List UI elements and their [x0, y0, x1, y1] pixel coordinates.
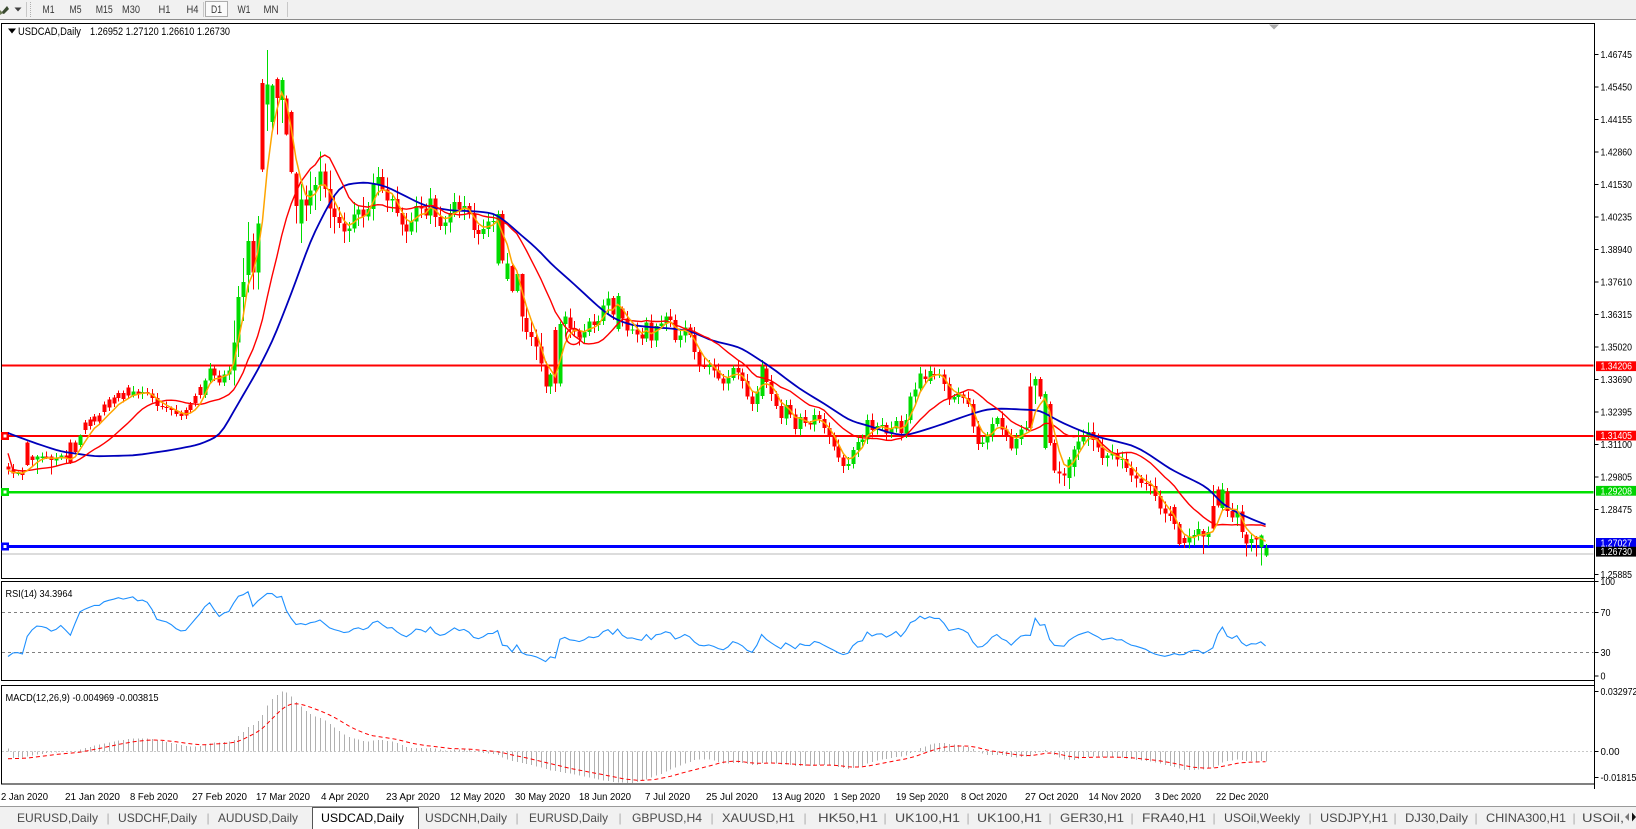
- svg-text:1.32395: 1.32395: [1601, 407, 1633, 418]
- svg-text:RSI(14) 34.3964: RSI(14) 34.3964: [6, 588, 73, 600]
- svg-text:1.26730: 1.26730: [1601, 547, 1633, 558]
- svg-text:1.44155: 1.44155: [1601, 115, 1633, 126]
- svg-text:MACD(12,26,9) -0.004969 -0.003: MACD(12,26,9) -0.004969 -0.003815: [6, 692, 159, 704]
- svg-text:25 Jul 2020: 25 Jul 2020: [706, 791, 758, 803]
- svg-text:M30: M30: [122, 4, 140, 16]
- svg-text:UK100,H1: UK100,H1: [895, 811, 960, 825]
- svg-text:EURUSD,Daily: EURUSD,Daily: [529, 811, 608, 825]
- svg-text:1.34206: 1.34206: [1601, 362, 1633, 373]
- svg-text:AUDUSD,Daily: AUDUSD,Daily: [218, 811, 298, 825]
- svg-text:21 Jan 2020: 21 Jan 2020: [65, 791, 120, 803]
- svg-text:USDCHF,Daily: USDCHF,Daily: [118, 811, 197, 825]
- svg-text:|: |: [1130, 811, 1133, 825]
- svg-text:30: 30: [1601, 648, 1611, 659]
- svg-text:DJ30,Daily: DJ30,Daily: [1405, 811, 1468, 825]
- svg-text:1.29805: 1.29805: [1601, 472, 1633, 483]
- svg-text:|: |: [966, 811, 969, 825]
- svg-text:|: |: [206, 811, 209, 825]
- svg-text:|: |: [106, 811, 109, 825]
- svg-text:|: |: [1572, 811, 1575, 825]
- svg-text:27 Feb 2020: 27 Feb 2020: [192, 791, 247, 803]
- svg-text:12 May 2020: 12 May 2020: [450, 791, 505, 803]
- svg-text:8 Oct 2020: 8 Oct 2020: [961, 791, 1007, 803]
- svg-text:H1: H1: [159, 4, 171, 16]
- svg-text:17 Mar 2020: 17 Mar 2020: [256, 791, 310, 803]
- svg-text:1.33690: 1.33690: [1601, 375, 1633, 386]
- svg-text:3 Dec 2020: 3 Dec 2020: [1155, 791, 1201, 803]
- svg-text:USOil,Weekly: USOil,Weekly: [1224, 811, 1300, 825]
- svg-text:GBPUSD,H4: GBPUSD,H4: [632, 811, 702, 825]
- svg-text:|: |: [618, 811, 621, 825]
- svg-text:USDCAD,Daily: USDCAD,Daily: [321, 811, 404, 825]
- svg-text:|: |: [1308, 811, 1311, 825]
- svg-text:|: |: [883, 811, 886, 825]
- svg-text:H4: H4: [187, 4, 199, 16]
- svg-text:1.25885: 1.25885: [1601, 570, 1633, 581]
- svg-text:1.28475: 1.28475: [1601, 505, 1633, 516]
- svg-text:13 Aug 2020: 13 Aug 2020: [772, 791, 825, 803]
- svg-text:100: 100: [1601, 577, 1616, 588]
- svg-text:70: 70: [1601, 608, 1611, 619]
- svg-text:M5: M5: [70, 4, 82, 16]
- svg-text:USDCAD,Daily: USDCAD,Daily: [18, 26, 81, 38]
- svg-text:UK100,H1: UK100,H1: [977, 811, 1042, 825]
- svg-text:7 Jul 2020: 7 Jul 2020: [645, 791, 690, 803]
- svg-text:FRA40,H1: FRA40,H1: [1142, 811, 1206, 825]
- svg-text:14 Nov 2020: 14 Nov 2020: [1089, 791, 1142, 803]
- svg-text:4 Apr 2020: 4 Apr 2020: [321, 791, 369, 803]
- svg-text:CHINA300,H1: CHINA300,H1: [1486, 811, 1566, 825]
- svg-text:1.37610: 1.37610: [1601, 277, 1633, 288]
- svg-text:1.36315: 1.36315: [1601, 310, 1633, 321]
- svg-text:W1: W1: [238, 4, 251, 16]
- svg-text:XAUUSD,H1: XAUUSD,H1: [722, 811, 795, 825]
- svg-text:M15: M15: [96, 4, 113, 16]
- svg-text:18 Jun 2020: 18 Jun 2020: [579, 791, 631, 803]
- svg-text:1.40235: 1.40235: [1601, 212, 1633, 223]
- svg-text:EURUSD,Daily: EURUSD,Daily: [17, 811, 98, 825]
- svg-text:30 May 2020: 30 May 2020: [515, 791, 570, 803]
- svg-text:1 Sep 2020: 1 Sep 2020: [834, 791, 881, 803]
- svg-text:|: |: [515, 811, 518, 825]
- svg-text:HK50,H1: HK50,H1: [818, 811, 878, 825]
- svg-text:USDJPY,H1: USDJPY,H1: [1320, 811, 1388, 825]
- svg-text:1.29208: 1.29208: [1601, 486, 1633, 497]
- svg-text:2 Jan 2020: 2 Jan 2020: [1, 791, 48, 803]
- svg-text:19 Sep 2020: 19 Sep 2020: [896, 791, 949, 803]
- svg-text:|: |: [1393, 811, 1396, 825]
- svg-text:M1: M1: [43, 4, 55, 16]
- svg-text:|: |: [1048, 811, 1051, 825]
- svg-text:1.41530: 1.41530: [1601, 180, 1633, 191]
- svg-text:|: |: [1474, 811, 1477, 825]
- svg-text:USDCNH,Daily: USDCNH,Daily: [425, 811, 507, 825]
- svg-text:USOil,: USOil,: [1582, 811, 1624, 825]
- svg-text:0.032972: 0.032972: [1601, 687, 1636, 698]
- svg-text:1.31405: 1.31405: [1601, 431, 1633, 442]
- svg-text:D1: D1: [211, 4, 222, 16]
- svg-text:-0.018154: -0.018154: [1601, 773, 1636, 784]
- svg-text:0.00: 0.00: [1601, 747, 1620, 758]
- svg-text:27 Oct 2020: 27 Oct 2020: [1025, 791, 1079, 803]
- svg-text:1.35020: 1.35020: [1601, 342, 1633, 353]
- svg-text:1.42860: 1.42860: [1601, 147, 1633, 158]
- svg-text:|: |: [710, 811, 713, 825]
- svg-text:0: 0: [1601, 672, 1606, 683]
- svg-text:1.31100: 1.31100: [1601, 440, 1633, 451]
- svg-text:|: |: [1212, 811, 1215, 825]
- svg-text:1.38940: 1.38940: [1601, 245, 1633, 256]
- svg-text:1.46745: 1.46745: [1601, 50, 1633, 61]
- svg-text:23 Apr 2020: 23 Apr 2020: [386, 791, 440, 803]
- svg-text:|: |: [803, 811, 806, 825]
- svg-text:22 Dec 2020: 22 Dec 2020: [1216, 791, 1269, 803]
- svg-text:MN: MN: [264, 4, 279, 16]
- svg-text:GER30,H1: GER30,H1: [1060, 811, 1124, 825]
- svg-text:1.45450: 1.45450: [1601, 82, 1633, 93]
- svg-text:8 Feb 2020: 8 Feb 2020: [130, 791, 178, 803]
- svg-text:1.26952 1.27120 1.26610 1.2673: 1.26952 1.27120 1.26610 1.26730: [90, 26, 230, 38]
- svg-text:1.27027: 1.27027: [1601, 538, 1633, 549]
